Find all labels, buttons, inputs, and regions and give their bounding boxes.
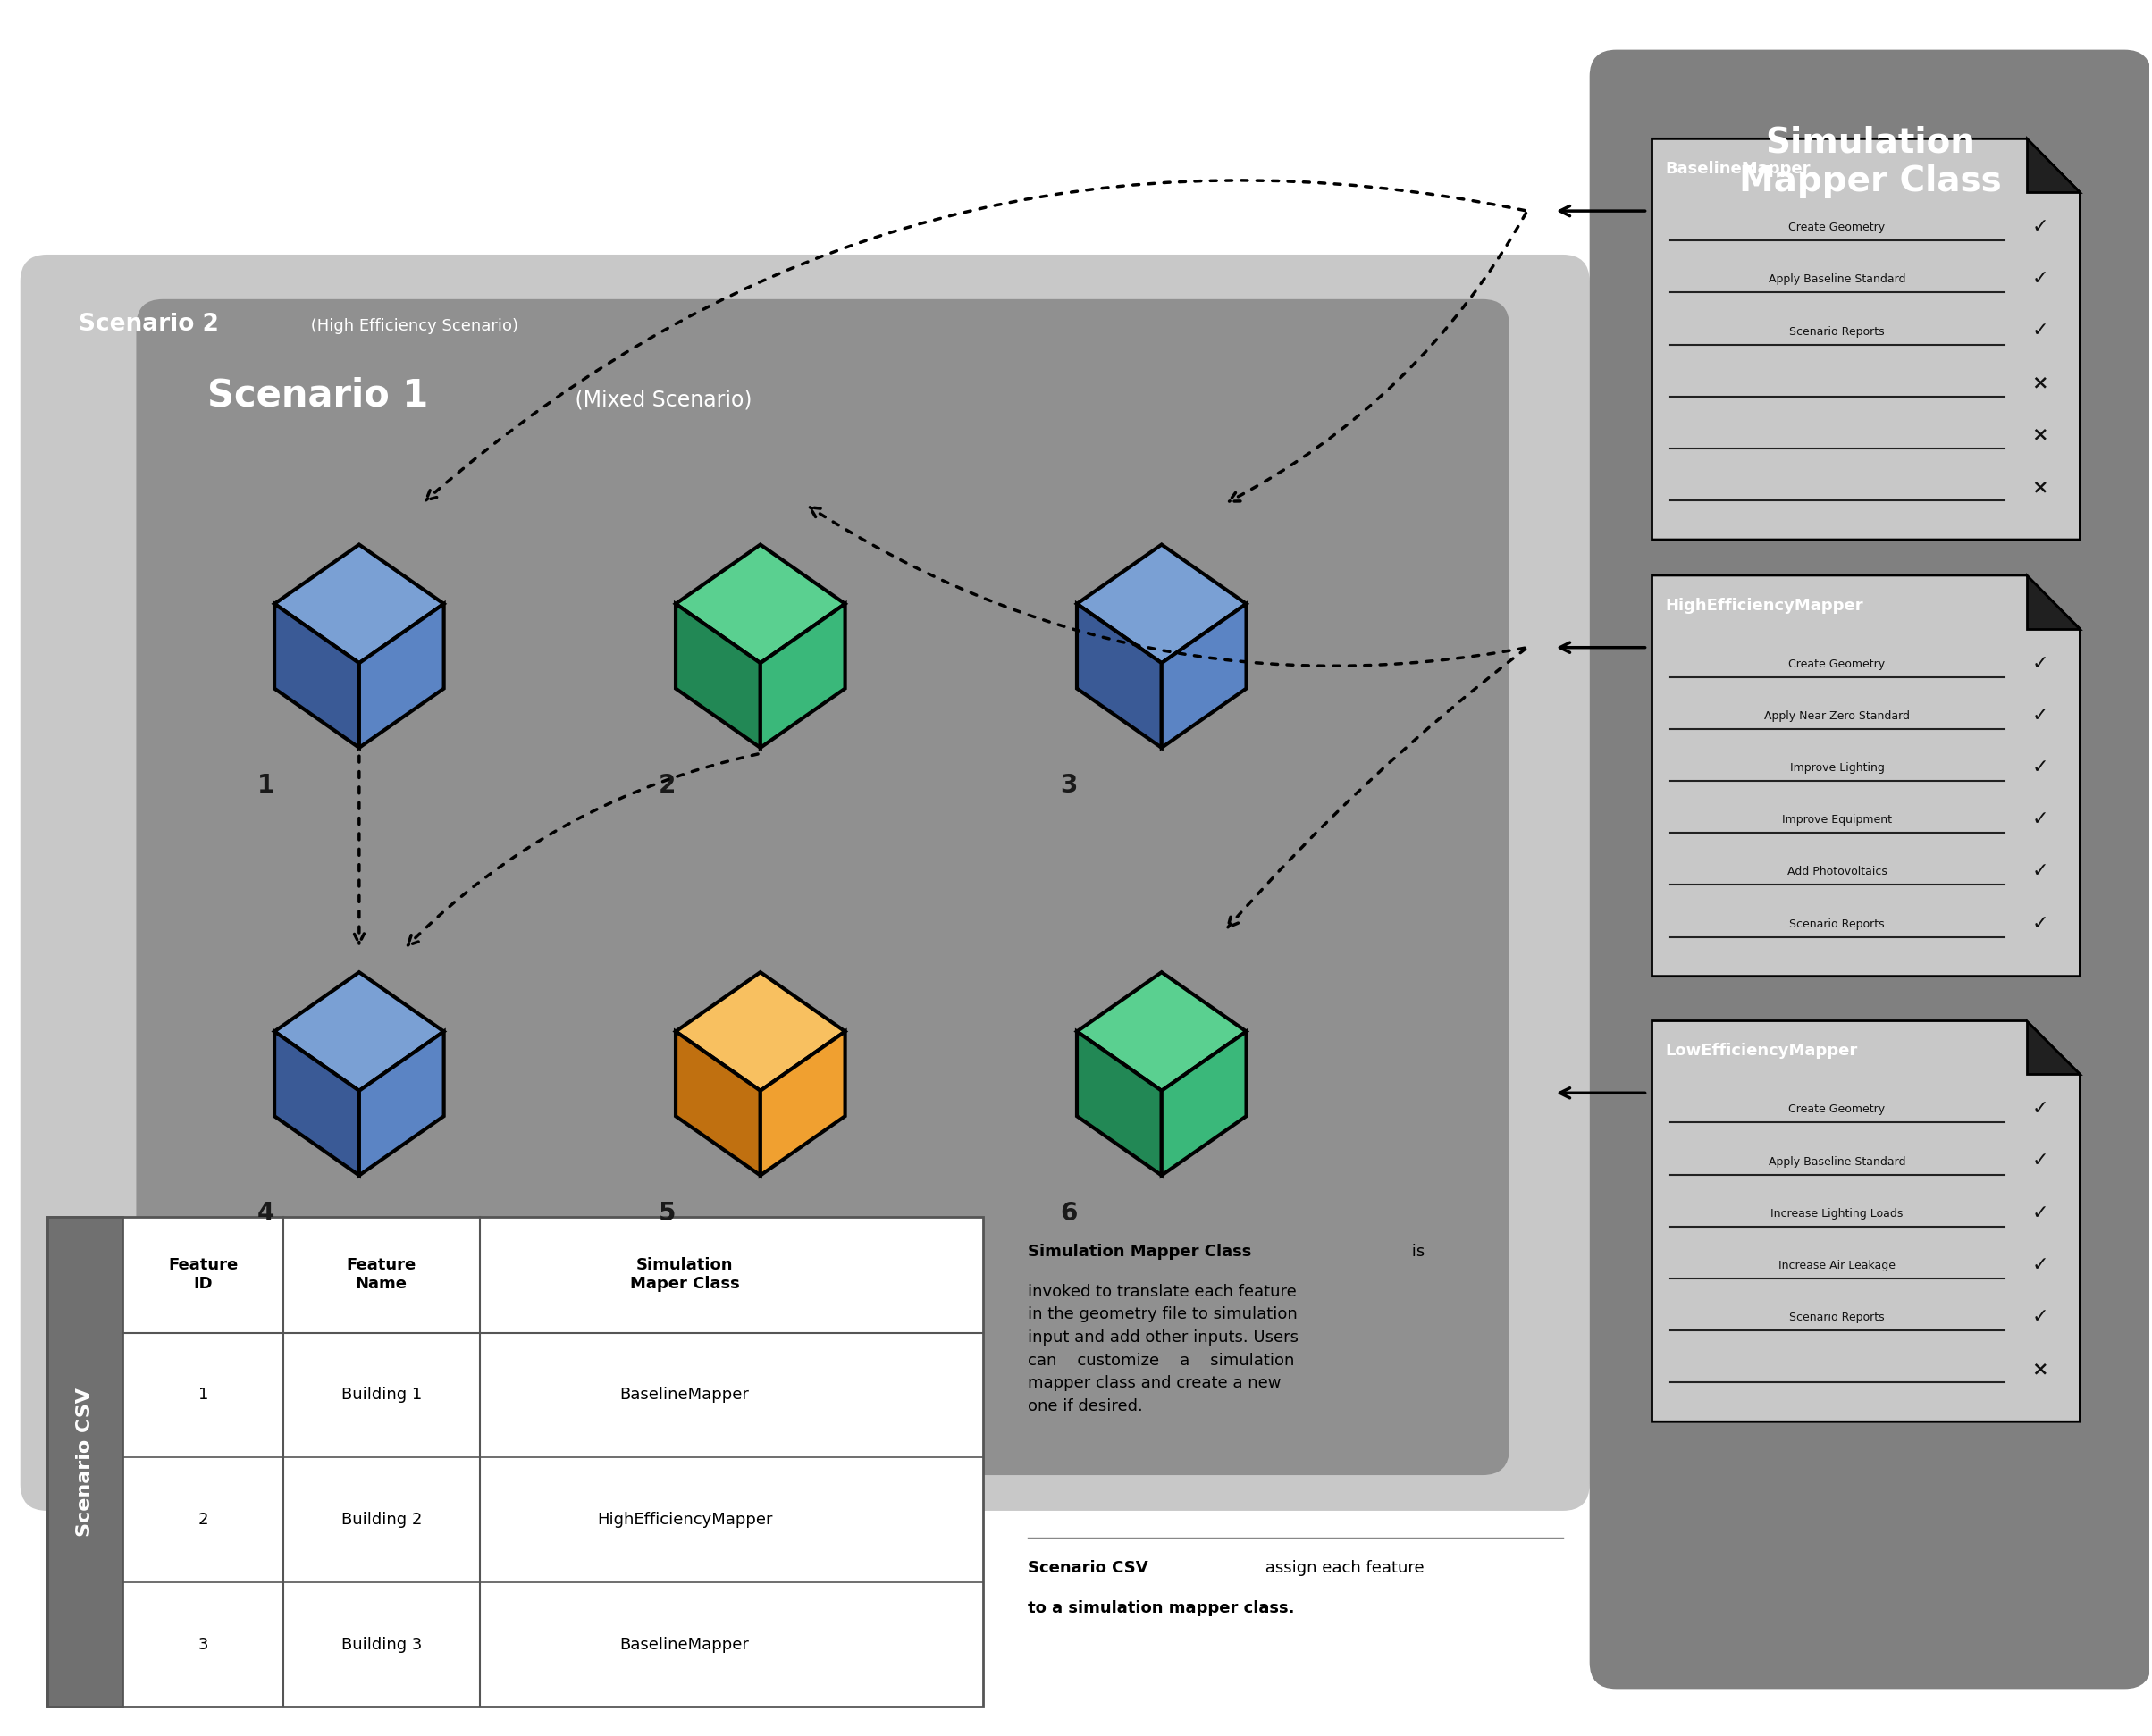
Polygon shape xyxy=(1076,604,1162,748)
Text: 3: 3 xyxy=(1059,773,1078,799)
Polygon shape xyxy=(1653,1021,2081,1422)
Polygon shape xyxy=(359,604,443,748)
Text: Scenario 1: Scenario 1 xyxy=(207,377,428,415)
Polygon shape xyxy=(275,1031,359,1175)
Polygon shape xyxy=(676,1031,760,1175)
Text: Create Geometry: Create Geometry xyxy=(1788,1104,1885,1115)
Text: ×: × xyxy=(2031,425,2049,444)
Text: ✓: ✓ xyxy=(2031,323,2049,340)
Polygon shape xyxy=(1653,139,2081,540)
Text: LowEfficiencyMapper: LowEfficiencyMapper xyxy=(1666,1043,1857,1059)
FancyBboxPatch shape xyxy=(136,299,1509,1476)
Polygon shape xyxy=(275,545,443,663)
Text: Scenario CSV: Scenario CSV xyxy=(75,1387,95,1536)
Polygon shape xyxy=(1162,1031,1246,1175)
Text: Improve Lighting: Improve Lighting xyxy=(1790,762,1885,774)
Text: Improve Equipment: Improve Equipment xyxy=(1782,814,1892,826)
FancyBboxPatch shape xyxy=(47,1217,983,1706)
Text: ×: × xyxy=(2031,477,2049,496)
Text: 5: 5 xyxy=(659,1201,676,1226)
Text: BaselineMapper: BaselineMapper xyxy=(620,1387,749,1403)
Text: ×: × xyxy=(2031,1359,2049,1378)
Text: (High Efficiency Scenario): (High Efficiency Scenario) xyxy=(306,318,519,333)
Polygon shape xyxy=(1653,575,2081,976)
Polygon shape xyxy=(760,1031,846,1175)
Text: Scenario Reports: Scenario Reports xyxy=(1788,326,1885,337)
Text: Apply Baseline Standard: Apply Baseline Standard xyxy=(1769,1156,1905,1167)
Polygon shape xyxy=(676,604,760,748)
Text: 4: 4 xyxy=(258,1201,275,1226)
Text: HighEfficiencyMapper: HighEfficiencyMapper xyxy=(596,1512,773,1528)
Text: ✓: ✓ xyxy=(2031,707,2049,724)
Text: ✓: ✓ xyxy=(2031,915,2049,932)
Text: Simulation
Mapper Class: Simulation Mapper Class xyxy=(1739,125,2001,198)
Text: Feature
Name: Feature Name xyxy=(346,1257,415,1292)
Text: Increase Lighting Loads: Increase Lighting Loads xyxy=(1771,1208,1902,1219)
Polygon shape xyxy=(1076,972,1246,1090)
Polygon shape xyxy=(1162,604,1246,748)
Text: Building 2: Building 2 xyxy=(340,1512,422,1528)
Text: Increase Air Leakage: Increase Air Leakage xyxy=(1778,1260,1896,1271)
Text: Scenario CSV: Scenario CSV xyxy=(1029,1559,1149,1576)
Text: Simulation Mapper Class: Simulation Mapper Class xyxy=(1029,1243,1252,1260)
Text: 1: 1 xyxy=(198,1387,209,1403)
Text: ✓: ✓ xyxy=(2031,1153,2049,1170)
Text: to a simulation mapper class.: to a simulation mapper class. xyxy=(1029,1601,1296,1616)
Text: ✓: ✓ xyxy=(2031,1257,2049,1274)
Text: HighEfficiencyMapper: HighEfficiencyMapper xyxy=(1666,597,1864,615)
Text: 1: 1 xyxy=(258,773,275,799)
Text: Scenario 2: Scenario 2 xyxy=(77,312,220,335)
Text: invoked to translate each feature
in the geometry file to simulation
input and a: invoked to translate each feature in the… xyxy=(1029,1283,1298,1415)
Text: assign each feature: assign each feature xyxy=(1259,1559,1425,1576)
Polygon shape xyxy=(676,972,846,1090)
Text: Scenario Reports: Scenario Reports xyxy=(1788,1312,1885,1323)
Text: Create Geometry: Create Geometry xyxy=(1788,658,1885,670)
Text: ✓: ✓ xyxy=(2031,1205,2049,1222)
Text: Simulation
Maper Class: Simulation Maper Class xyxy=(631,1257,740,1292)
Polygon shape xyxy=(359,1031,443,1175)
Text: Add Photovoltaics: Add Photovoltaics xyxy=(1786,866,1887,878)
Polygon shape xyxy=(2027,575,2081,628)
Polygon shape xyxy=(1076,545,1246,663)
Text: 2: 2 xyxy=(659,773,676,799)
Text: 3: 3 xyxy=(198,1637,209,1653)
Polygon shape xyxy=(275,972,443,1090)
Polygon shape xyxy=(2027,139,2081,193)
Text: ×: × xyxy=(2031,373,2049,392)
Text: Apply Near Zero Standard: Apply Near Zero Standard xyxy=(1765,710,1909,722)
Text: 2: 2 xyxy=(198,1512,209,1528)
Polygon shape xyxy=(2027,1021,2081,1075)
Text: Create Geometry: Create Geometry xyxy=(1788,222,1885,233)
Text: (Mixed Scenario): (Mixed Scenario) xyxy=(568,389,753,410)
Text: ✓: ✓ xyxy=(2031,811,2049,828)
Text: 6: 6 xyxy=(1059,1201,1078,1226)
Text: BaselineMapper: BaselineMapper xyxy=(1666,161,1810,177)
Text: Building 1: Building 1 xyxy=(342,1387,422,1403)
Polygon shape xyxy=(760,604,846,748)
Text: ✓: ✓ xyxy=(2031,271,2049,288)
Text: Feature
ID: Feature ID xyxy=(168,1257,239,1292)
Text: Apply Baseline Standard: Apply Baseline Standard xyxy=(1769,274,1905,285)
Text: ✓: ✓ xyxy=(2031,759,2049,776)
Polygon shape xyxy=(1076,1031,1162,1175)
FancyBboxPatch shape xyxy=(47,1217,123,1706)
Text: is: is xyxy=(1407,1243,1425,1260)
Polygon shape xyxy=(275,604,359,748)
Polygon shape xyxy=(676,545,846,663)
Text: Scenario Reports: Scenario Reports xyxy=(1788,918,1885,930)
FancyBboxPatch shape xyxy=(1590,50,2152,1689)
FancyBboxPatch shape xyxy=(19,255,1590,1510)
Text: ✓: ✓ xyxy=(2031,1307,2049,1326)
Text: ✓: ✓ xyxy=(2031,1101,2049,1118)
Text: ✓: ✓ xyxy=(2031,863,2049,880)
Text: Building 3: Building 3 xyxy=(340,1637,422,1653)
Text: ✓: ✓ xyxy=(2031,219,2049,236)
Text: BaselineMapper: BaselineMapper xyxy=(620,1637,749,1653)
Text: ✓: ✓ xyxy=(2031,654,2049,672)
